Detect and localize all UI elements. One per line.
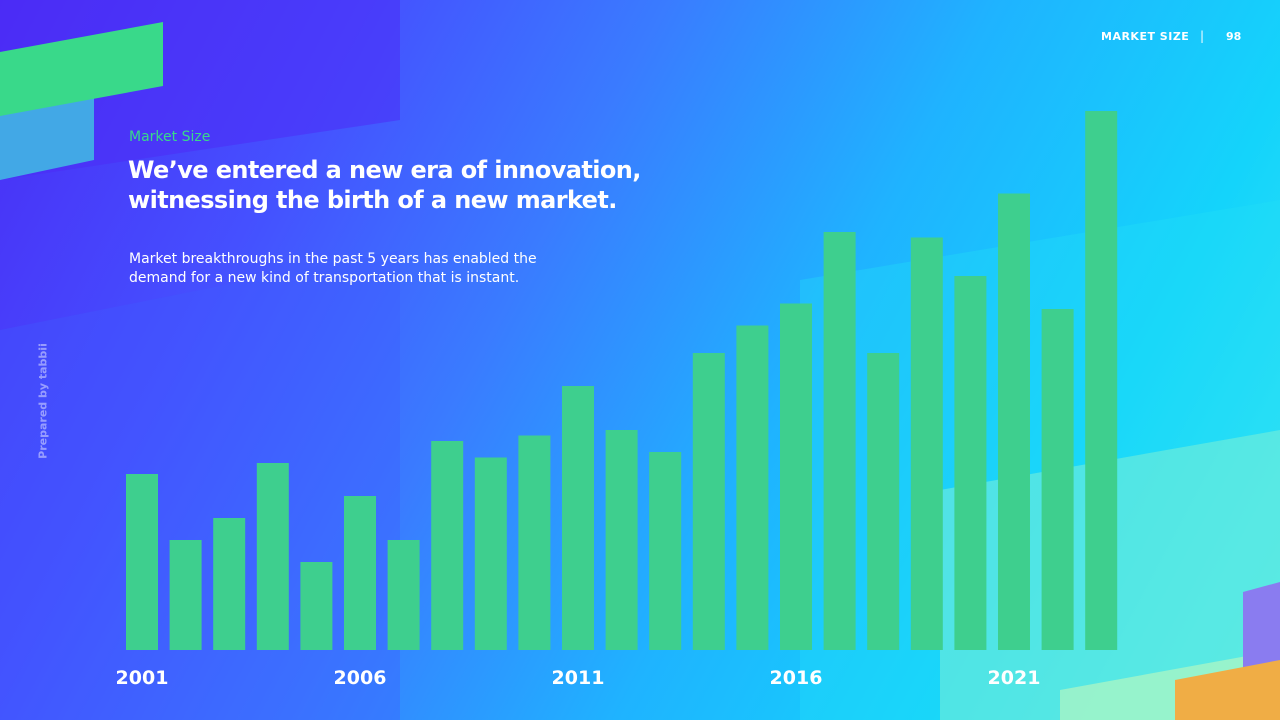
side-credit-label: Prepared by tabbii	[36, 343, 50, 459]
headline: We’ve entered a new era of innovation, w…	[128, 155, 748, 215]
bar-2003	[213, 518, 246, 650]
bar-2004	[256, 463, 289, 650]
x-tick-label-2011: 2011	[552, 667, 605, 689]
bar-2021	[998, 193, 1030, 650]
bar-2010	[518, 435, 551, 650]
bar-2002	[169, 540, 202, 650]
bar-2017	[823, 232, 856, 650]
bar-2011	[562, 386, 594, 650]
bar-2020	[954, 276, 987, 650]
bar-2012	[605, 430, 638, 650]
headline-line-1: We’ve entered a new era of innovation,	[128, 156, 641, 184]
bar-2015	[736, 325, 769, 650]
body-line-1: Market breakthroughs in the past 5 years…	[129, 251, 537, 267]
page-number: 98	[1226, 30, 1242, 43]
x-tick-label-2016: 2016	[770, 667, 823, 689]
green-bar-shape	[0, 22, 163, 116]
eyebrow-label: Market Size	[129, 129, 211, 145]
bar-2009	[474, 457, 507, 650]
bar-2023	[1085, 111, 1118, 650]
x-axis-tick-labels: 2001 2006 2011 2016 2021	[116, 667, 1041, 689]
bar-2022	[1041, 309, 1074, 650]
bar-2018	[867, 353, 900, 650]
bar-2013	[649, 452, 682, 650]
light-stripe	[0, 250, 400, 720]
section-label: MARKET SIZE	[1101, 30, 1190, 43]
bar-2006	[344, 496, 376, 650]
headline-line-2: witnessing the birth of a new market.	[128, 186, 617, 214]
bar-2019	[910, 237, 943, 650]
x-tick-label-2006: 2006	[334, 667, 387, 689]
bar-group	[126, 111, 1118, 650]
x-tick-label-2001: 2001	[116, 667, 169, 689]
bar-2014	[692, 353, 725, 650]
bar-2007	[387, 540, 420, 650]
body-text: Market breakthroughs in the past 5 years…	[129, 250, 629, 288]
bar-2005	[300, 562, 333, 650]
orange-corner-shape	[1175, 660, 1280, 720]
bar-2008	[431, 441, 464, 650]
bar-2016	[780, 303, 812, 650]
body-line-2: demand for a new kind of transportation …	[129, 270, 520, 286]
x-tick-label-2021: 2021	[988, 667, 1041, 689]
header-separator: |	[1200, 29, 1205, 43]
violet-corner-shape	[1243, 582, 1280, 672]
bar-2001	[126, 474, 158, 650]
